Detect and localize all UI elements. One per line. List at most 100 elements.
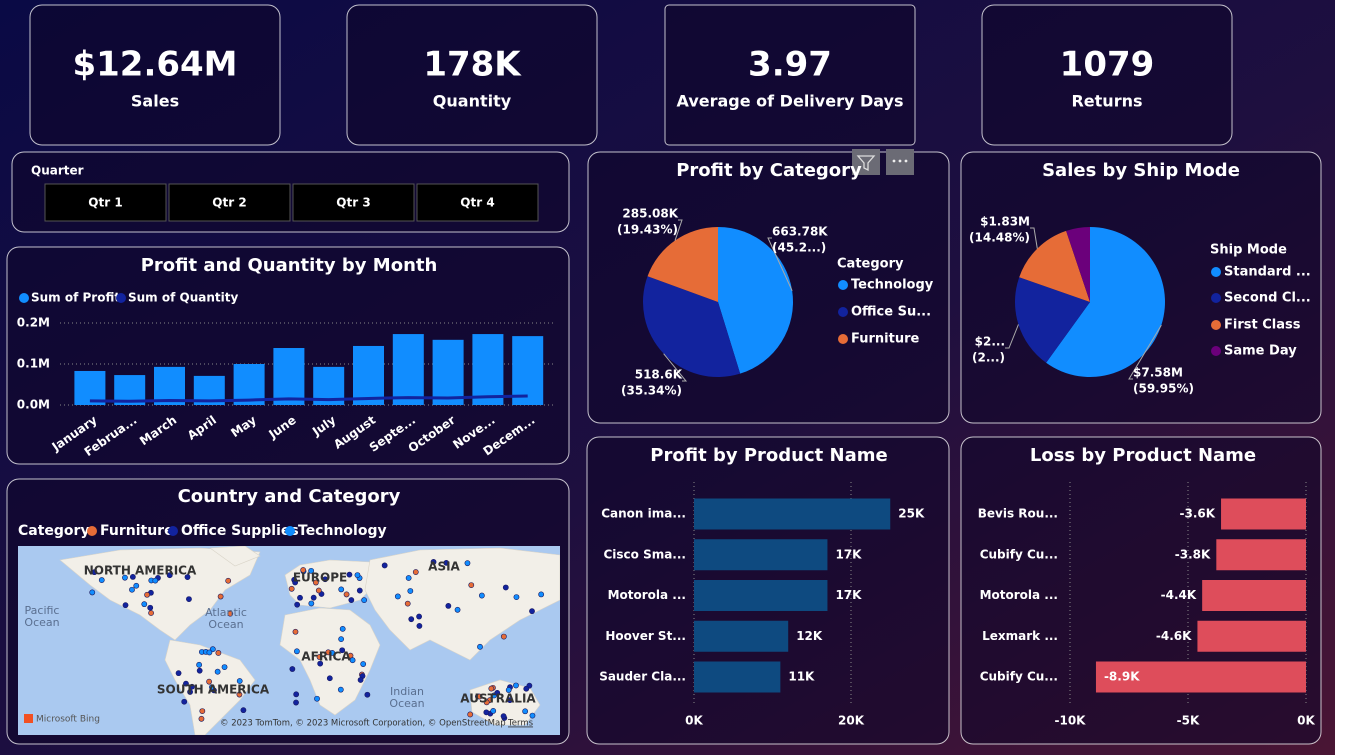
map-label: SOUTH AMERICA (157, 683, 270, 697)
kpi-label: Returns (1071, 92, 1142, 111)
map-point (356, 587, 363, 594)
map-point (181, 698, 188, 705)
slicer-button[interactable] (44, 183, 167, 222)
bar (392, 334, 424, 405)
map-point (209, 684, 215, 691)
kpi-label: Quantity (433, 92, 512, 111)
map-point (147, 604, 154, 611)
map-point (297, 594, 303, 601)
map-label: Atlantic (205, 606, 247, 619)
bar (353, 345, 384, 405)
asia (364, 547, 560, 661)
kpi-card (664, 4, 916, 146)
dot (892, 159, 896, 163)
map-point (199, 708, 206, 714)
data-label: -4.6K (1156, 629, 1192, 643)
legend-dot (838, 334, 848, 344)
bing-logo (24, 714, 33, 723)
map-point (464, 560, 471, 567)
bar (1202, 580, 1306, 611)
kpi-value: 178K (423, 45, 522, 85)
map-point (300, 567, 307, 573)
chart-title: Profit by Category (676, 160, 862, 181)
x-tick-label: 0K (1297, 714, 1315, 728)
map-point (416, 613, 422, 620)
legend-dot (285, 526, 295, 536)
map-point (186, 596, 192, 603)
slicer-item: Qtr 3 (336, 196, 370, 210)
leader-line (1030, 227, 1038, 249)
legend-dot (1211, 267, 1221, 277)
pie-slice (1019, 230, 1090, 302)
map-point (206, 649, 213, 656)
slicer-button[interactable] (168, 183, 291, 222)
legend-label: Furniture (100, 523, 174, 539)
bar (694, 580, 828, 611)
greenland (209, 546, 261, 567)
map-point (502, 584, 509, 591)
legend-dot (838, 307, 848, 317)
slicer-button[interactable] (416, 183, 539, 222)
map-point (183, 680, 189, 687)
map[interactable] (18, 546, 560, 735)
x-tick-label: -5K (1177, 714, 1200, 728)
legend-dot (19, 293, 29, 303)
map-point (236, 678, 243, 684)
y-tick-label: Sauder Cla... (599, 670, 686, 684)
map-point (343, 591, 350, 598)
map-point (513, 594, 520, 600)
legend-dot (116, 293, 126, 303)
data-label: 663.78K (772, 225, 828, 239)
data-label: -8.9K (1104, 670, 1140, 684)
x-tick-label: 20K (838, 714, 865, 728)
map-logo: Microsoft Bing (36, 715, 100, 725)
map-point (293, 691, 300, 698)
map-terms[interactable]: Terms (507, 719, 534, 729)
map-label: EUROPE (293, 571, 347, 585)
map-point (443, 559, 450, 566)
data-label: -3.6K (1179, 507, 1215, 521)
map-point (326, 675, 333, 682)
bar (1095, 661, 1306, 693)
map-point (215, 650, 222, 656)
map-label: Ocean (208, 618, 243, 631)
legend-dot (1211, 346, 1221, 356)
map-point (337, 686, 344, 693)
map-label: Pacific (25, 604, 60, 617)
slicer-button[interactable] (292, 183, 415, 222)
map-point (133, 582, 140, 589)
y-tick-label: 0.0M (17, 398, 50, 412)
kpi-value: $12.64M (72, 45, 237, 85)
data-label: (19.43%) (617, 223, 678, 237)
map-point (360, 661, 367, 667)
y-tick-label: 0.2M (17, 316, 50, 330)
map-point (310, 594, 317, 601)
map-point (91, 569, 98, 576)
map-label: AUSTRALIA (460, 692, 536, 706)
data-label: 25K (898, 507, 925, 521)
chart-title: Loss by Product Name (1030, 445, 1256, 466)
map-point (217, 593, 224, 600)
map-point (288, 585, 295, 592)
leader-line (1005, 324, 1019, 349)
data-label: -4.4K (1161, 588, 1197, 602)
map-point (349, 657, 356, 664)
filter-icon[interactable] (852, 149, 880, 175)
map-point (339, 625, 346, 632)
map-point (317, 660, 324, 667)
bar (512, 336, 544, 405)
map-point (339, 647, 346, 654)
y-tick-label: Cisco Sma... (603, 547, 686, 561)
map-point (357, 677, 364, 683)
map-point (187, 689, 193, 695)
map-point (129, 586, 135, 593)
data-label: (59.95%) (1133, 382, 1194, 396)
map-point (221, 664, 228, 671)
data-label: 518.6K (635, 368, 683, 382)
map-point (529, 712, 536, 719)
map-point (412, 569, 419, 575)
visual-header (852, 149, 914, 175)
map-label: Ocean (24, 616, 59, 629)
map-point (196, 667, 203, 674)
y-tick-label: Cubify Cu... (980, 547, 1058, 561)
